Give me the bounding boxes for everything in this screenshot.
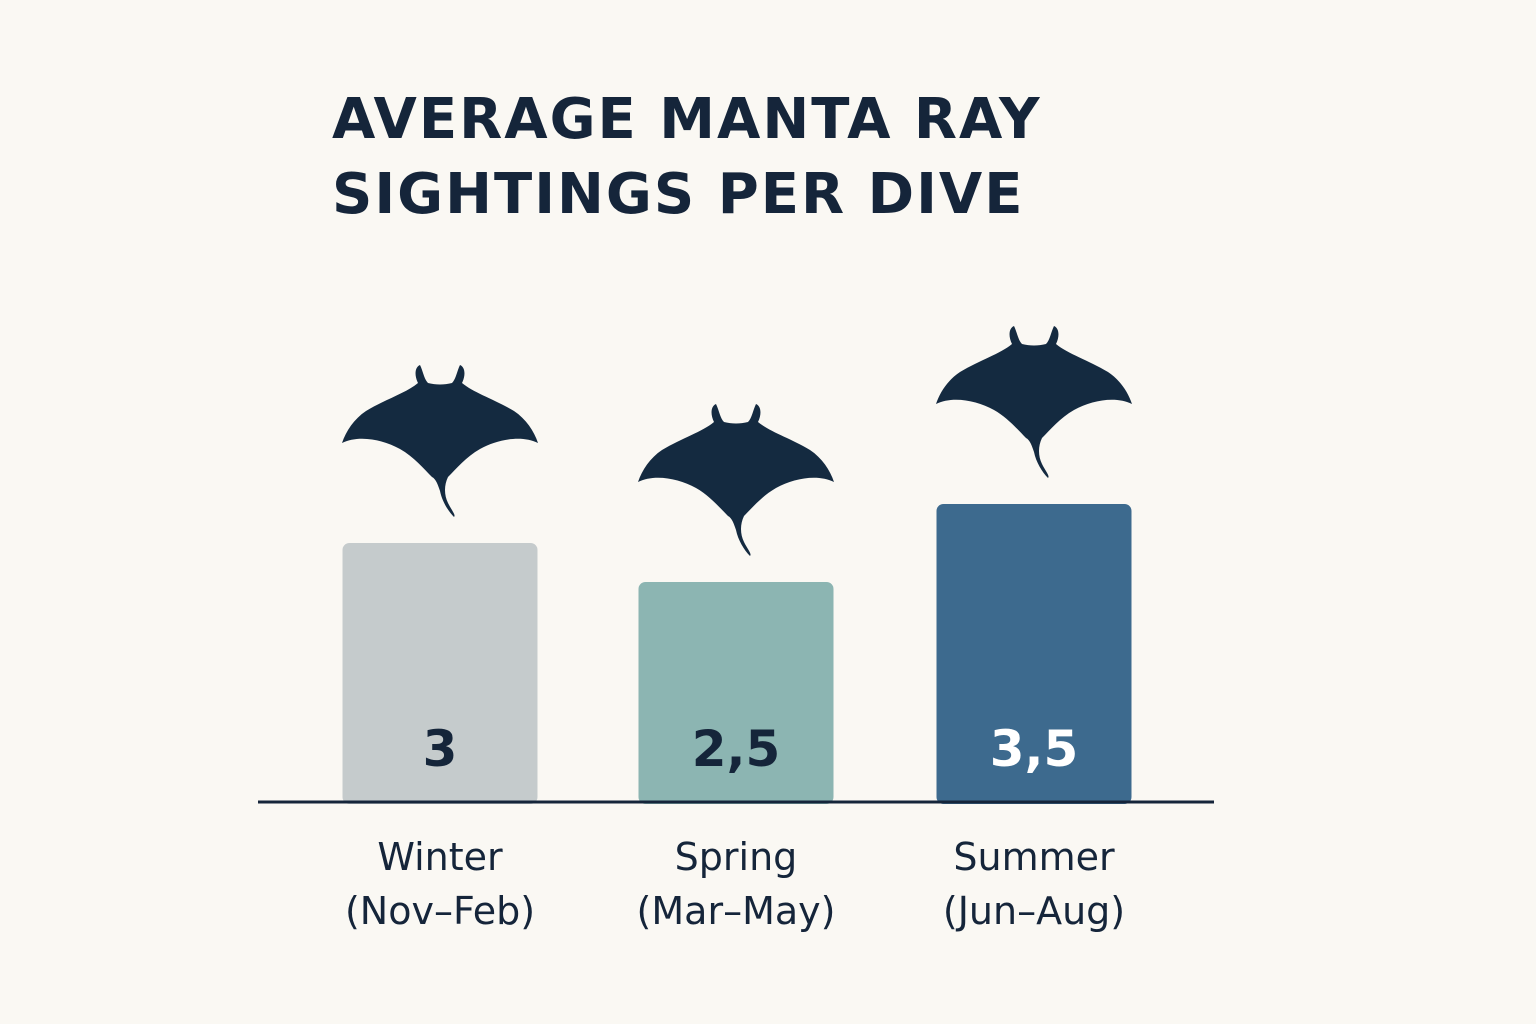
value-label-summer: 3,5 xyxy=(990,720,1079,778)
value-label-winter: 3 xyxy=(423,720,458,778)
chart-title-line-2: SIGHTINGS PER DIVE xyxy=(332,162,1025,227)
labels-layer: 3 Winter (Nov–Feb) 2,5 Spring (Mar–May) 3,5 Sum… xyxy=(345,720,1125,933)
category-period-winter: (Nov–Feb) xyxy=(345,889,535,933)
category-label-winter: Winter xyxy=(377,835,503,879)
value-label-spring: 2,5 xyxy=(692,720,781,778)
category-period-summer: (Jun–Aug) xyxy=(943,889,1125,933)
category-label-summer: Summer xyxy=(953,835,1115,879)
bars-layer xyxy=(342,504,1132,804)
icons-layer xyxy=(342,326,1132,556)
bar-summer xyxy=(936,504,1132,804)
manta-ray-icon xyxy=(936,326,1132,478)
category-label-spring: Spring xyxy=(675,835,798,879)
manta-ray-icon xyxy=(638,404,834,556)
category-period-spring: (Mar–May) xyxy=(637,889,836,933)
bar-spring xyxy=(638,582,834,804)
manta-ray-icon xyxy=(342,365,538,517)
bar-winter xyxy=(342,543,538,804)
chart-title-line-1: AVERAGE MANTA RAY xyxy=(332,87,1042,152)
